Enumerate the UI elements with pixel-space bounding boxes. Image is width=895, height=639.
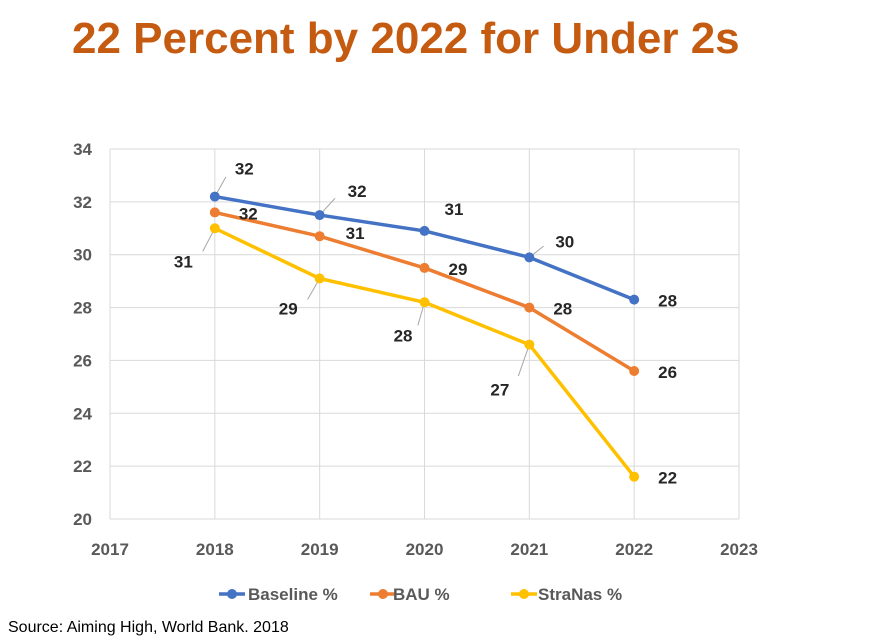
data-point (524, 339, 535, 350)
data-label: 29 (279, 300, 298, 319)
y-tick-label: 22 (73, 457, 92, 476)
x-tick-label: 2022 (615, 540, 653, 559)
y-tick-label: 32 (73, 193, 92, 212)
data-label: 28 (658, 292, 677, 311)
y-tick-label: 20 (73, 510, 92, 529)
y-tick-label: 26 (73, 351, 92, 370)
y-tick-label: 28 (73, 299, 92, 318)
data-point (524, 302, 535, 313)
data-point (629, 366, 640, 376)
legend-swatch-marker (378, 589, 388, 599)
legend: Baseline % BAU % StraNas % (219, 585, 622, 604)
data-point (629, 294, 640, 305)
legend-swatch-marker (227, 589, 237, 599)
data-label: 28 (553, 300, 572, 319)
data-label: 30 (555, 232, 574, 251)
data-label: 26 (658, 363, 677, 382)
x-tick-label: 2019 (301, 540, 339, 559)
data-point (419, 262, 430, 273)
data-label: 32 (239, 204, 258, 223)
legend-label: BAU % (393, 585, 450, 604)
data-label: 31 (346, 224, 365, 243)
x-tick-label: 2023 (720, 540, 758, 559)
data-point (419, 297, 430, 308)
data-label: 31 (174, 252, 193, 271)
x-tick-label: 2021 (510, 540, 548, 559)
data-label: 31 (445, 200, 464, 219)
data-label: 32 (235, 160, 254, 179)
data-label: 27 (490, 381, 509, 400)
y-tick-label: 24 (73, 404, 92, 423)
data-point (629, 471, 640, 482)
data-point (314, 210, 325, 221)
legend-swatch-marker (519, 589, 529, 599)
data-label: 29 (449, 260, 468, 279)
data-label: 22 (658, 469, 677, 488)
data-label: 32 (348, 182, 367, 201)
data-point (209, 207, 220, 218)
data-point (209, 223, 220, 234)
data-point (314, 231, 325, 242)
y-tick-label: 34 (73, 140, 92, 159)
legend-label: Baseline % (248, 585, 338, 604)
x-tick-label: 2020 (406, 540, 444, 559)
source-note: Source: Aiming High, World Bank. 2018 (8, 619, 289, 636)
data-point (419, 225, 430, 236)
x-tick-label: 2018 (196, 540, 234, 559)
y-tick-label: 30 (73, 246, 92, 265)
x-tick-label: 2017 (91, 540, 129, 559)
data-point (524, 252, 535, 263)
data-label: 28 (394, 326, 413, 345)
data-point (209, 191, 220, 202)
leader-line (517, 344, 530, 377)
data-point (314, 273, 325, 284)
legend-label: StraNas % (538, 585, 622, 604)
page-title: 22 Percent by 2022 for Under 2s (72, 14, 740, 63)
